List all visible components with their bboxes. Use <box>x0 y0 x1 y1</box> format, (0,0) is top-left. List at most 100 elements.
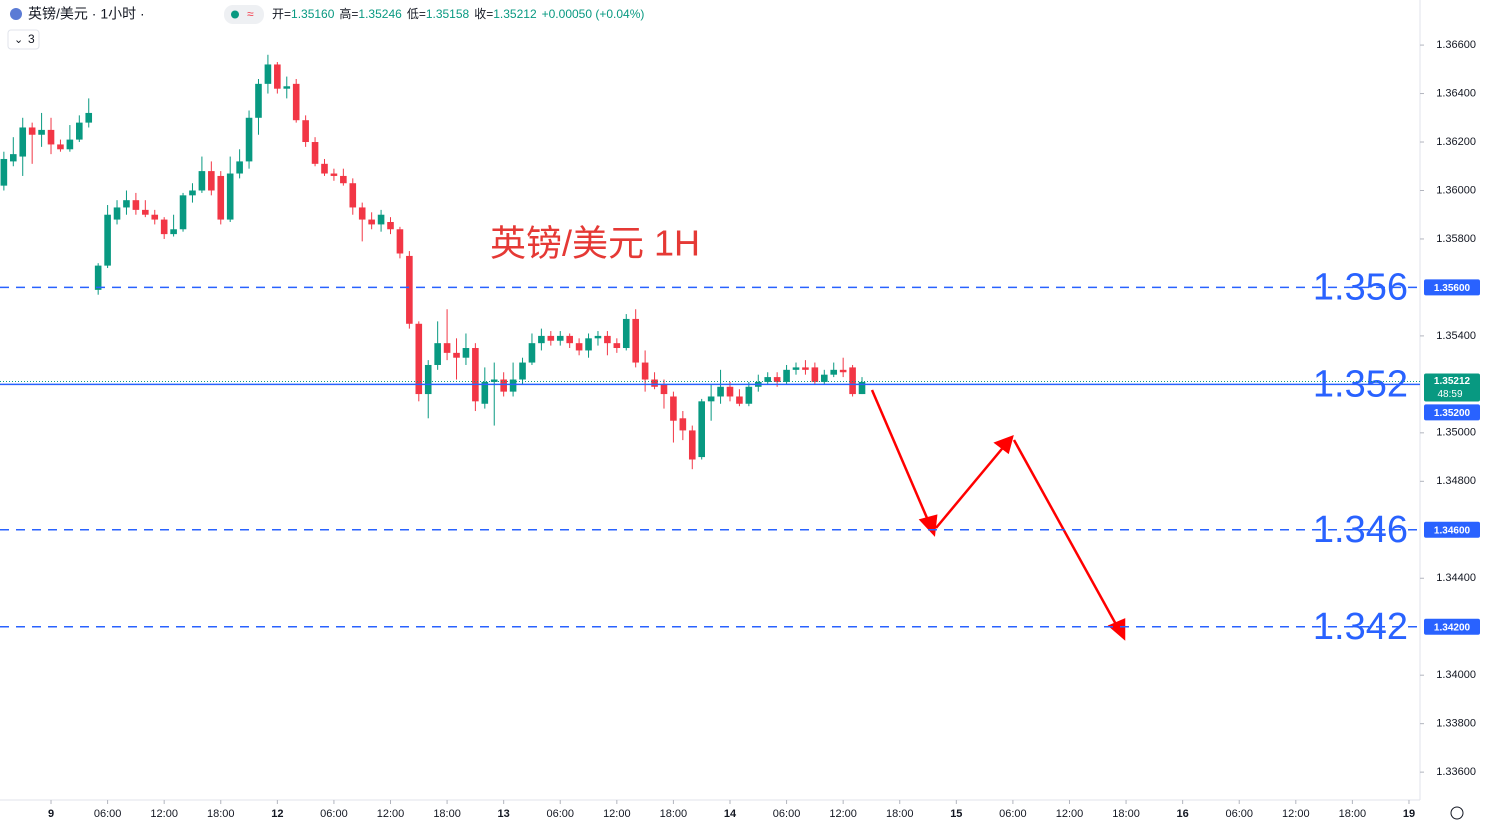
candle-body <box>434 343 441 365</box>
ohlc-value: 1.35212 <box>493 7 537 21</box>
status-pill[interactable] <box>224 5 264 24</box>
candle-body <box>387 221 394 230</box>
candle-body <box>66 139 74 150</box>
candle-body <box>28 127 36 135</box>
candle-body <box>142 209 149 215</box>
candle-body <box>670 396 677 421</box>
candle-body <box>368 219 375 225</box>
x-tick-label: 18:00 <box>1112 808 1140 820</box>
candle-body <box>472 348 479 402</box>
x-tick-label: 18:00 <box>207 808 235 820</box>
candle-body <box>538 335 545 344</box>
candle-body <box>160 219 168 235</box>
level-tag-label: 1.35200 <box>1434 408 1471 419</box>
x-tick-label: 18:00 <box>660 808 688 820</box>
candle-body <box>820 374 828 382</box>
candle-body <box>321 163 328 174</box>
candle-body <box>302 120 309 143</box>
x-tick-label: 06:00 <box>1225 808 1253 820</box>
candle-body <box>377 214 385 225</box>
candle-body <box>604 335 611 344</box>
candle-body <box>94 265 102 290</box>
candle-body <box>641 362 649 380</box>
candle-body <box>613 343 621 349</box>
candle-body <box>349 183 357 208</box>
status-dot <box>231 10 239 19</box>
ohlc-value: 1.35246 <box>358 7 402 21</box>
ohlc-label: 收= <box>474 7 493 21</box>
candle-body <box>736 396 743 404</box>
candle-body <box>330 173 338 176</box>
candle-body <box>57 144 64 150</box>
level-tag-label: 1.34200 <box>1434 622 1471 633</box>
settings-icon[interactable] <box>1450 806 1464 820</box>
arrowhead <box>918 514 938 537</box>
candle-body <box>566 335 573 344</box>
level-label: 1.356 <box>1313 266 1408 308</box>
y-tick-label: 1.33800 <box>1436 718 1476 730</box>
candle-body <box>283 86 291 89</box>
ohlc-value: 1.35160 <box>291 7 335 21</box>
candle-body <box>453 352 460 358</box>
candle-body <box>745 386 753 404</box>
candle-body <box>481 381 489 404</box>
last-price-label: 1.35212 <box>1434 376 1471 387</box>
status-icon: ≈ <box>247 7 254 21</box>
indicator-toggle[interactable] <box>7 29 40 50</box>
x-tick-label: 12:00 <box>1056 808 1084 820</box>
level-tag <box>1424 404 1480 421</box>
arrowhead <box>1107 618 1126 641</box>
candle-body <box>217 175 225 220</box>
candle-body <box>38 129 45 135</box>
candle-body <box>179 195 187 230</box>
candle-body <box>104 214 111 266</box>
candle-body <box>264 64 272 84</box>
candle-body <box>113 207 121 220</box>
y-tick-label: 1.34000 <box>1436 669 1476 681</box>
x-tick-label: 19 <box>1403 808 1415 820</box>
x-tick-label: 06:00 <box>773 808 801 820</box>
level-tag-label: 1.35600 <box>1434 283 1471 294</box>
indicator-count: 3 <box>28 32 35 46</box>
candle-body <box>76 122 83 140</box>
candle-body <box>802 367 809 370</box>
candle-body <box>245 117 253 162</box>
candle-body <box>198 171 206 191</box>
arrowhead <box>993 434 1014 455</box>
candle-body <box>236 161 243 174</box>
candle-body <box>764 377 772 382</box>
x-tick-label: 18:00 <box>886 808 914 820</box>
candle-body <box>839 369 847 373</box>
candle-body <box>830 369 838 375</box>
candle-body <box>622 318 630 349</box>
candle-body <box>783 369 790 382</box>
candle-body <box>255 83 262 118</box>
candle-body <box>679 418 687 431</box>
x-tick-label: 12 <box>271 808 283 820</box>
x-tick-label: 18:00 <box>1339 808 1367 820</box>
ohlc-label: 低= <box>407 7 426 21</box>
candle-body <box>632 318 639 363</box>
candle-body <box>717 386 724 397</box>
candle-body <box>651 379 658 387</box>
x-tick-label: 12:00 <box>377 808 405 820</box>
x-tick-label: 15 <box>950 808 962 820</box>
x-tick-label: 06:00 <box>94 808 122 820</box>
candle-body <box>0 158 8 186</box>
y-tick-label: 1.34800 <box>1436 475 1476 487</box>
ohlc-label: 高= <box>339 6 358 21</box>
chart-title: 英镑/美元 1H <box>490 223 700 264</box>
ohlc-label: 开= <box>272 7 291 21</box>
candle-body <box>9 154 17 162</box>
x-tick-label: 13 <box>498 808 510 820</box>
candle-body <box>688 430 696 460</box>
y-tick-label: 1.35800 <box>1436 233 1476 245</box>
level-tag <box>1424 279 1480 296</box>
candle-body <box>849 367 856 395</box>
candle-body <box>415 323 423 395</box>
symbol: 英镑/美元 · 1小时 · <box>28 6 145 22</box>
x-tick-label: 06:00 <box>999 808 1027 820</box>
ohlc-value: +0.00050 (+0.04%) <box>542 7 645 21</box>
